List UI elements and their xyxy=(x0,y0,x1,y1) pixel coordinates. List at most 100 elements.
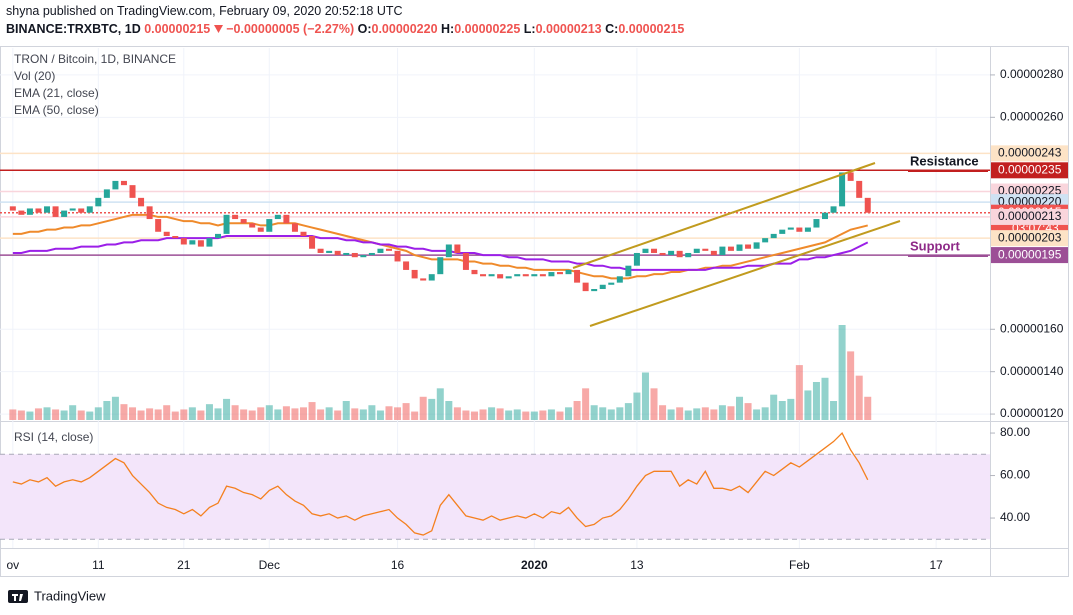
candle-body xyxy=(505,276,512,279)
rsi-tick-label: 60.00 xyxy=(1000,468,1030,482)
x-tick-label: 13 xyxy=(630,558,644,572)
volume-bar xyxy=(129,407,137,420)
candle-body xyxy=(676,250,683,258)
volume-bar xyxy=(479,409,487,420)
price-label-box xyxy=(991,208,1068,225)
candle-body xyxy=(197,240,204,247)
candle-body xyxy=(343,252,350,256)
ema50-legend: EMA (50, close) xyxy=(14,103,99,117)
change: −0.00000005 (−2.27%) xyxy=(226,22,355,36)
volume-bar xyxy=(633,392,641,420)
volume-bar xyxy=(26,411,34,420)
logo xyxy=(8,590,28,603)
candle-body xyxy=(710,250,717,256)
candle-body xyxy=(215,233,222,239)
candle-body xyxy=(52,206,59,217)
rsi-line xyxy=(12,431,869,536)
down-arrow xyxy=(213,25,223,33)
price-label: 0.00000235 xyxy=(998,162,1062,176)
candle-body xyxy=(548,272,555,277)
candle-body xyxy=(69,208,76,211)
quote-line: BINANCE:TRXBTC, 1D 0.00000215 −0.0000000… xyxy=(6,22,684,36)
price-label: 0.00000195 xyxy=(998,247,1062,261)
candle-body xyxy=(822,212,828,220)
volume-bar xyxy=(60,410,68,420)
volume-bar xyxy=(359,409,367,420)
volume-bar xyxy=(240,409,248,420)
volume-bar xyxy=(180,409,188,420)
chart-title: TRON / Bitcoin, 1D, BINANCE xyxy=(14,52,176,66)
volume-bar xyxy=(855,375,863,420)
volume-bar xyxy=(52,409,60,420)
candle-body xyxy=(206,238,213,247)
candle-body xyxy=(779,229,786,234)
volume-bar xyxy=(291,408,299,420)
volume-bar xyxy=(838,325,846,420)
volume-bar xyxy=(376,410,384,420)
candle-body xyxy=(856,180,863,198)
volume-bar xyxy=(103,401,111,420)
x-tick-label: 2020 xyxy=(521,558,548,572)
candle-body xyxy=(608,282,615,285)
candle-body xyxy=(830,206,837,213)
candle-body xyxy=(727,246,734,251)
candle-body xyxy=(445,244,452,258)
volume-bar xyxy=(804,390,812,420)
brand: TradingView xyxy=(34,588,106,603)
volume-bar xyxy=(847,351,855,420)
candle-body xyxy=(78,208,85,213)
candle-body xyxy=(274,214,281,220)
h-label: H: xyxy=(441,22,455,36)
candle-body xyxy=(813,219,820,228)
volume-bar xyxy=(77,410,85,420)
volume-bar xyxy=(616,407,624,420)
candle-body xyxy=(753,242,760,249)
volume-bar xyxy=(34,408,42,420)
volume-bar xyxy=(9,409,17,420)
candle-body xyxy=(633,252,640,266)
volume-bar xyxy=(428,398,436,420)
frame xyxy=(0,46,1069,577)
under-layer xyxy=(0,48,990,548)
volume-bar xyxy=(368,405,376,420)
y-tick-label: 0.00000280 xyxy=(1000,67,1064,81)
volume-bar xyxy=(86,411,94,420)
volume-bar xyxy=(231,405,239,420)
rsi-tick-label: 80.00 xyxy=(1000,425,1030,439)
volume-bar xyxy=(419,396,427,420)
volume-bar xyxy=(265,405,273,420)
candle-body xyxy=(736,244,743,251)
candle-body xyxy=(420,278,427,281)
h-value: 0.00000225 xyxy=(454,22,521,36)
volume-bar xyxy=(830,401,838,420)
y-tick-label: 0.00000140 xyxy=(1000,364,1064,378)
candle-body xyxy=(480,274,487,277)
volume-bar xyxy=(462,410,470,420)
volume-bar xyxy=(163,405,171,420)
volume-bar xyxy=(453,407,461,420)
candle-body xyxy=(172,236,179,239)
volume-bar xyxy=(69,405,77,420)
volume-bar xyxy=(94,407,102,420)
candle-body xyxy=(26,208,33,215)
volume-bar xyxy=(188,407,196,420)
volume-bar xyxy=(693,408,701,420)
volume-bar xyxy=(214,408,222,420)
volume-bar xyxy=(582,388,590,420)
rsi-tick-label: 40.00 xyxy=(1000,510,1030,524)
volume-bar xyxy=(385,406,393,420)
candle-body xyxy=(591,289,598,292)
volume-bar xyxy=(565,407,573,420)
x-tick-label: ov xyxy=(6,558,19,572)
volume-bar xyxy=(812,382,820,420)
volume-bar xyxy=(325,407,333,420)
volume-bar xyxy=(43,407,51,420)
candle-body xyxy=(103,189,110,198)
candle-body xyxy=(796,227,803,232)
candle-body xyxy=(138,197,145,207)
volume-bar xyxy=(445,401,453,420)
volume-bar xyxy=(342,401,350,420)
volume-bar xyxy=(488,407,496,420)
candle-body xyxy=(403,261,410,270)
